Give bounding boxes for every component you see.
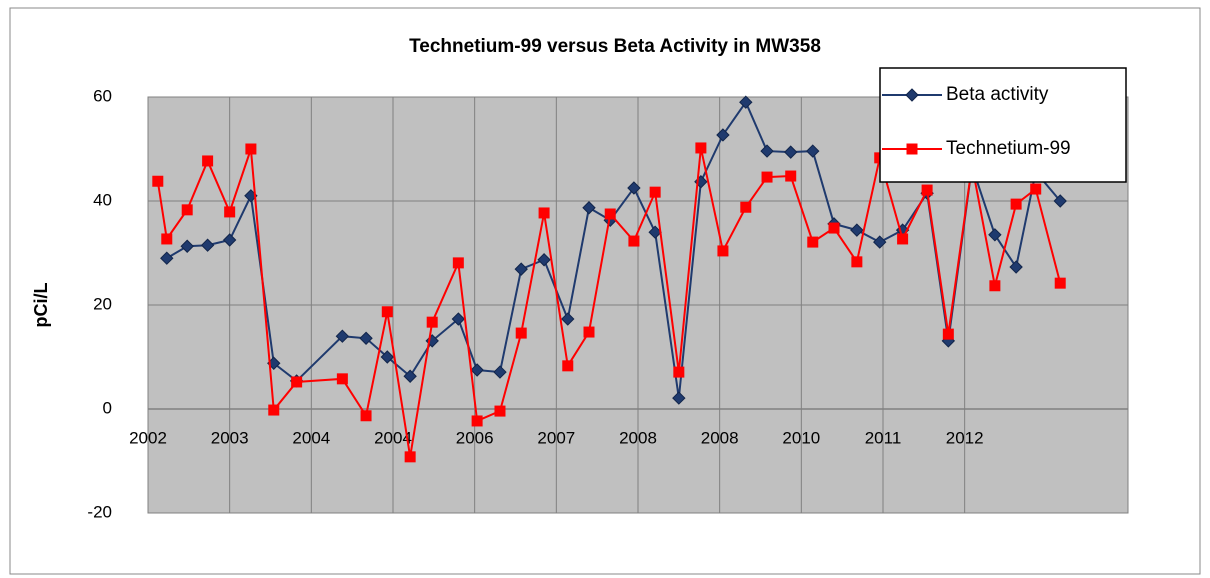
diamond-marker	[470, 363, 484, 377]
diamond-marker	[739, 95, 753, 109]
diamond-marker	[537, 253, 551, 267]
y-tick-label: -20	[87, 502, 112, 521]
square-marker	[452, 257, 464, 269]
diamond-marker	[905, 88, 919, 102]
diamond-marker	[160, 251, 174, 265]
x-tick-label: 2012	[946, 428, 984, 447]
diamond-marker	[627, 181, 641, 195]
diamond-marker	[1053, 194, 1067, 208]
square-marker	[785, 170, 797, 182]
square-marker	[942, 328, 954, 340]
legend: Beta activity Technetium-99	[879, 67, 1127, 183]
diamond-marker	[806, 144, 820, 158]
square-marker	[360, 410, 372, 422]
square-marker	[161, 233, 173, 245]
legend-box	[879, 67, 1127, 183]
square-marker	[336, 373, 348, 385]
square-marker	[224, 206, 236, 218]
x-tick-label: 2011	[865, 428, 902, 447]
x-tick-label: 2010	[782, 428, 820, 447]
y-tick-label: 40	[93, 190, 112, 209]
square-marker	[921, 184, 933, 196]
y-tick-label: 60	[93, 86, 112, 105]
diamond-marker	[672, 391, 686, 405]
square-marker	[562, 360, 574, 372]
diamond-marker	[180, 239, 194, 253]
square-marker	[851, 256, 863, 268]
square-marker	[202, 155, 214, 167]
x-tick-label: 2006	[456, 428, 494, 447]
diamond-marker	[380, 350, 394, 364]
square-marker	[515, 327, 527, 339]
square-marker	[989, 280, 1001, 292]
y-tick-label: 20	[93, 294, 112, 313]
square-marker	[1054, 277, 1066, 289]
x-tick-label: 2008	[619, 428, 657, 447]
legend-label: Beta activity	[946, 84, 1049, 105]
square-marker	[583, 326, 595, 338]
square-marker	[604, 208, 616, 220]
square-marker	[494, 405, 506, 417]
diamond-marker	[988, 228, 1002, 242]
series-line	[166, 100, 1061, 399]
square-marker	[740, 201, 752, 213]
square-marker	[1030, 183, 1042, 195]
chart-title: Technetium-99 versus Beta Activity in MW…	[409, 36, 821, 57]
diamond-marker	[335, 329, 350, 343]
marks	[152, 95, 1067, 463]
x-tick-label: 2004	[374, 428, 412, 447]
square-marker	[245, 143, 257, 155]
square-marker	[291, 376, 303, 388]
square-marker	[426, 316, 438, 328]
square-marker	[649, 186, 661, 198]
diamond-marker	[582, 201, 596, 215]
square-marker	[381, 306, 393, 318]
square-marker	[404, 451, 416, 463]
square-marker	[152, 175, 164, 187]
square-marker	[628, 235, 640, 247]
diamond-marker	[784, 145, 798, 159]
diamond-marker	[493, 365, 507, 379]
square-marker	[471, 415, 483, 427]
diamond-marker	[1009, 260, 1023, 274]
diamond-marker	[850, 223, 864, 237]
square-marker	[673, 366, 685, 378]
square-marker	[906, 143, 918, 155]
x-tick-label: 2007	[537, 428, 575, 447]
y-tick-label: 0	[103, 398, 112, 417]
diamond-marker	[451, 312, 466, 326]
x-tick-label: 2004	[292, 428, 330, 447]
diamond-marker	[561, 312, 575, 326]
diamond-marker	[760, 144, 774, 158]
square-marker	[717, 245, 729, 257]
square-marker	[695, 142, 707, 154]
diamond-marker	[222, 233, 237, 247]
diamond-marker	[359, 331, 373, 345]
diamond-marker	[514, 262, 528, 276]
square-marker	[897, 233, 909, 245]
y-axis-label: pCi/L	[31, 283, 51, 328]
diamond-marker	[873, 235, 887, 249]
square-marker	[181, 204, 193, 216]
x-tick-label: 2008	[701, 428, 739, 447]
legend-label: Technetium-99	[946, 138, 1071, 159]
square-marker	[268, 404, 280, 416]
plot-border	[147, 96, 1129, 514]
diamond-marker	[403, 369, 417, 383]
diamond-marker	[200, 238, 215, 252]
diamond-marker	[716, 128, 730, 142]
square-marker	[538, 207, 550, 219]
square-marker	[1010, 198, 1022, 210]
square-marker	[807, 236, 819, 248]
square-marker	[828, 222, 840, 234]
x-tick-label: 2003	[211, 428, 249, 447]
square-marker	[761, 171, 773, 183]
